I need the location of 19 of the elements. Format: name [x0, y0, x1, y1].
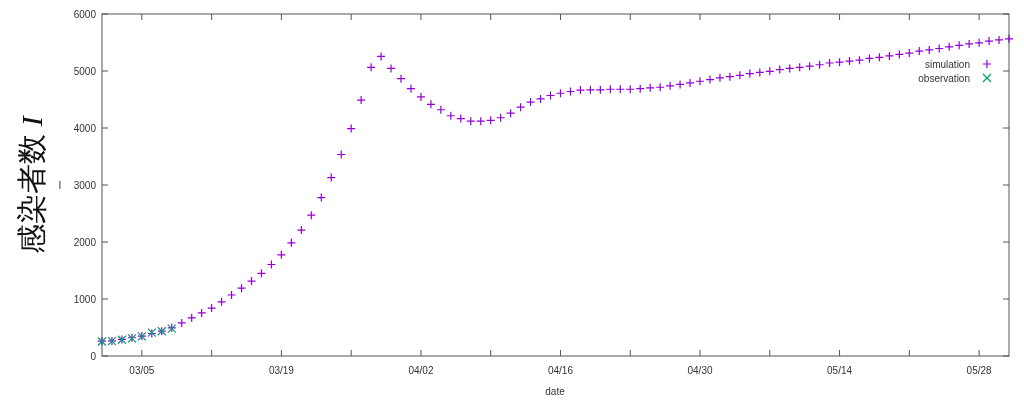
x-axis-title: date [545, 386, 566, 397]
text: I [58, 180, 62, 191]
legend-label: simulation [924, 59, 970, 70]
y-tick-label: 5000 [73, 66, 97, 77]
x-tick-label: 05/14 [827, 365, 853, 376]
y-tick-label: 6000 [73, 9, 97, 20]
x-tick-label: 04/30 [687, 365, 713, 376]
y-tick-label: 3000 [73, 180, 97, 191]
y-tick-label: 1000 [73, 294, 97, 305]
y-tick-label: 0 [90, 351, 97, 362]
x-tick-label: 03/05 [129, 365, 155, 376]
y-tick-label: 2000 [73, 237, 97, 248]
y-axis-title: 感染者数 I [15, 114, 48, 254]
x-tick-label: 03/19 [268, 365, 295, 376]
x-tick-label: 04/02 [408, 365, 434, 376]
y-tick-label: 4000 [73, 123, 97, 134]
legend-label: observation [918, 73, 970, 84]
x-tick-label: 04/16 [547, 365, 574, 376]
x-tick-label: 05/28 [966, 365, 993, 376]
